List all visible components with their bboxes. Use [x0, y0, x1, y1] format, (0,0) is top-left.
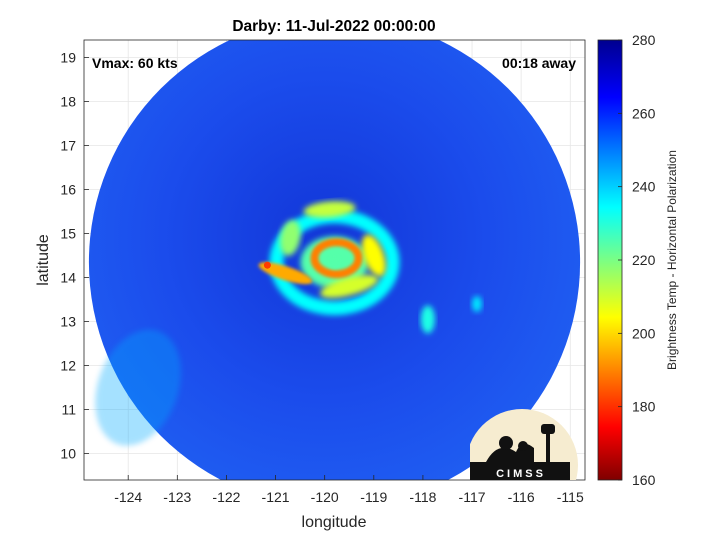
hot-pixel	[263, 261, 271, 269]
y-tick-label: 13	[60, 314, 76, 330]
x-tick-label: -117	[459, 489, 486, 505]
colorbar-tick-label: 200	[632, 325, 656, 341]
y-axis-label: latitude	[35, 234, 52, 286]
y-tick-label: 11	[61, 402, 76, 418]
x-tick-label: -122	[212, 489, 240, 505]
x-tick-label: -119	[360, 489, 387, 505]
y-tick-label: 18	[60, 94, 76, 110]
east-blob-feature	[420, 305, 435, 334]
cold-region-sw-feature	[95, 329, 181, 446]
x-tick-label: -116	[508, 489, 535, 505]
colorbar-tick-label: 240	[632, 179, 656, 195]
x-ticks: -124 -123 -122 -121 -120 -119 -118 -117 -116 -115	[114, 475, 584, 505]
y-ticks: 10 11 12 13 14 15 16 17 18 19	[60, 50, 89, 462]
x-tick-label: -115	[557, 489, 584, 505]
far-east-blob-feature	[471, 296, 482, 312]
y-tick-label: 17	[60, 138, 76, 154]
colorbar-tick-label: 280	[632, 32, 656, 48]
colorbar-ticks: 160 180 200 220 240 260 280	[618, 32, 656, 488]
south-spiral-feature	[320, 274, 379, 299]
colorbar-tick-label: 260	[632, 105, 656, 121]
colorbar-tick-label: 180	[632, 399, 656, 415]
southwest-rainband-feature	[258, 262, 313, 285]
y-tick-label: 14	[60, 270, 76, 286]
x-tick-label: -118	[409, 489, 436, 505]
cimss-logo: CIMSS	[470, 409, 578, 480]
y-tick-label: 19	[60, 50, 76, 66]
x-tick-label: -123	[163, 489, 191, 505]
x-tick-label: -121	[262, 489, 290, 505]
storm-features	[95, 201, 482, 446]
colorbar-tick-label: 220	[632, 252, 656, 268]
north-arc-feature	[303, 201, 356, 218]
eyewall-ring	[310, 238, 363, 279]
vmax-label: Vmax: 60 kts	[92, 55, 178, 71]
axes-frame	[83, 39, 586, 481]
logo-text: CIMSS	[496, 468, 546, 480]
east-arc-feature	[361, 234, 386, 277]
chart-title: Darby: 11-Jul-2022 00:00:00	[232, 18, 435, 35]
y-tick-label: 10	[60, 446, 76, 462]
x-tick-label: -120	[311, 489, 339, 505]
x-tick-label: -124	[114, 489, 142, 505]
time-away-label: 00:18 away	[502, 55, 576, 71]
colorbar-label: Brightness Temp - Horizontal Polarizatio…	[665, 150, 679, 370]
y-tick-label: 16	[60, 182, 76, 198]
west-arc-feature	[279, 220, 301, 256]
y-tick-label: 12	[60, 358, 76, 374]
eye-feature	[328, 256, 341, 269]
colorbar-tick-label: 160	[632, 472, 656, 488]
y-tick-label: 15	[60, 226, 76, 242]
x-axis-label: longitude	[302, 514, 367, 531]
